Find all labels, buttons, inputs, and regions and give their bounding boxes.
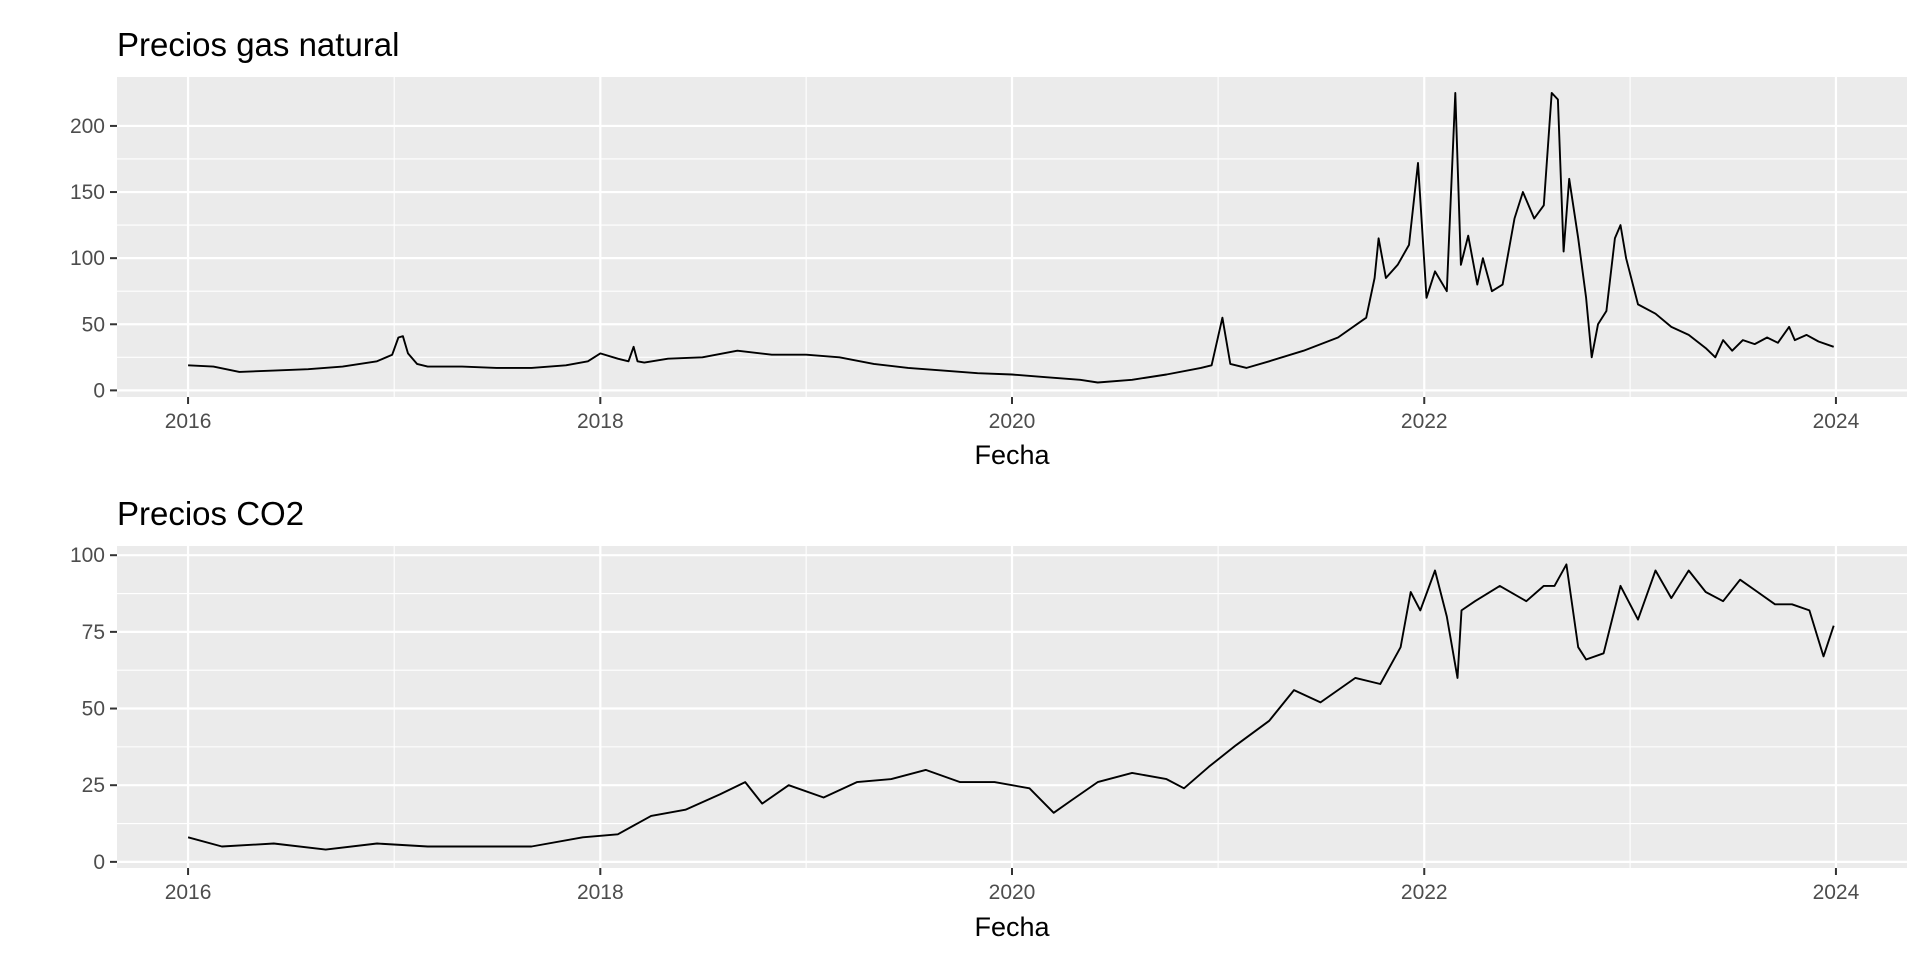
x-tick-label: 2020 — [989, 881, 1036, 904]
x-tick-label: 2022 — [1401, 410, 1448, 433]
x-axis-title: Fecha — [974, 440, 1050, 470]
x-tick-label: 2018 — [577, 410, 624, 433]
y-tick-label: 25 — [82, 774, 105, 797]
chart-title: Precios CO2 — [117, 495, 304, 532]
y-tick-label: 200 — [70, 115, 105, 138]
chart-panel-1: 0 50 100 150 200 2016 2018 2020 2022 2024 Precios … — [70, 26, 1907, 470]
series-line-1 — [188, 91, 1835, 384]
chart-panel-2: 0 25 50 75 100 2016 2018 2020 2022 2024 Precios CO… — [70, 495, 1907, 942]
x-tick-label: 2016 — [165, 410, 212, 433]
x-tick-label: 2016 — [165, 881, 212, 904]
y-tick-label: 75 — [82, 621, 105, 644]
y-tick-label: 0 — [93, 851, 105, 874]
x-tick-label: 2018 — [577, 881, 624, 904]
x-tick-label: 2024 — [1813, 881, 1860, 904]
x-tick-label: 2020 — [989, 410, 1036, 433]
y-tick-label: 50 — [82, 698, 105, 721]
y-tick-label: 100 — [70, 247, 105, 270]
y-tick-label: 150 — [70, 181, 105, 204]
x-tick-label: 2024 — [1813, 410, 1860, 433]
y-tick-label: 50 — [82, 313, 105, 336]
series-line-1 — [187, 563, 1835, 851]
chart-title: Precios gas natural — [117, 26, 399, 63]
x-axis-title: Fecha — [974, 912, 1050, 942]
y-tick-label: 0 — [93, 379, 105, 402]
y-tick-label: 100 — [70, 544, 105, 567]
x-tick-label: 2022 — [1401, 881, 1448, 904]
